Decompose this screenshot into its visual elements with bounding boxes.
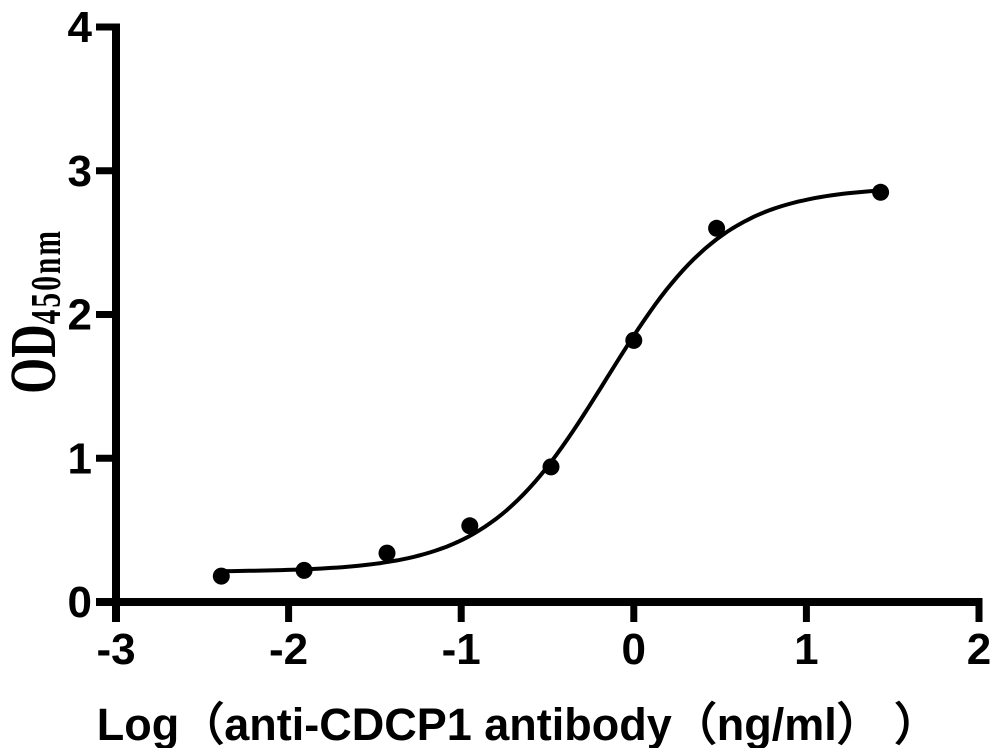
data-point	[708, 219, 726, 237]
y-tick-label: 0	[68, 578, 92, 627]
x-tick-label: -1	[442, 625, 481, 674]
data-point	[872, 183, 890, 201]
data-point	[461, 517, 479, 535]
x-tick-label: 2	[967, 625, 991, 674]
data-point	[295, 561, 313, 579]
y-axis-title-main: OD	[0, 324, 70, 394]
y-tick-label: 1	[68, 434, 92, 483]
x-tick-label: 0	[622, 625, 646, 674]
y-axis-title: OD450nm	[0, 229, 71, 394]
data-point	[542, 458, 560, 476]
data-point	[625, 331, 643, 349]
y-tick-label: 2	[68, 291, 92, 340]
data-point	[212, 567, 230, 585]
x-axis-title: Log（anti-CDCP1 antibody（ng/ml） ）	[96, 699, 940, 748]
y-tick-label: 3	[68, 147, 92, 196]
x-tick-label: -2	[269, 625, 308, 674]
fit-curve	[219, 188, 883, 574]
y-axis-title-subscript: 450nm	[24, 228, 71, 325]
x-tick-label: -3	[96, 625, 135, 674]
x-tick-label: 1	[794, 625, 818, 674]
y-tick-label: 4	[68, 3, 93, 52]
data-point	[378, 544, 396, 562]
